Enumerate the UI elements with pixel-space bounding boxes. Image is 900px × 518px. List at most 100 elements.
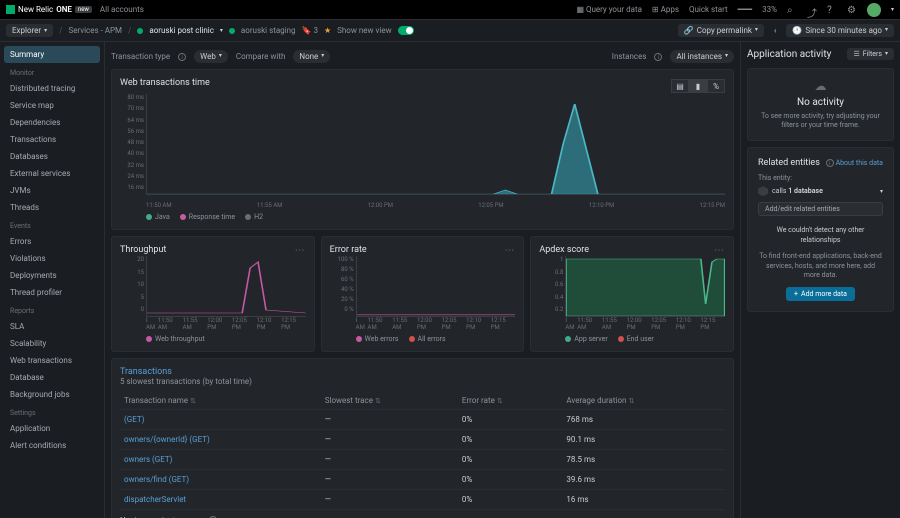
logo[interactable]: New Relic ONE new — [6, 5, 92, 14]
explorer-button[interactable]: Explorer▾ — [6, 24, 53, 37]
expand-chevron-icon: ▾ — [880, 188, 883, 195]
apdex-chart: 10.80.60.40.2 I AM11:50 AM11:55 AM12:00 … — [539, 256, 725, 331]
sidebar-item-dependencies[interactable]: Dependencies — [0, 114, 104, 131]
col-duration[interactable]: Average duration⇅ — [562, 392, 725, 410]
tx-type-select[interactable]: Web▾ — [194, 50, 228, 63]
add-more-data-button[interactable]: + Add more data — [786, 287, 855, 301]
entity-row[interactable]: calls 1 database ▾ — [758, 186, 883, 196]
search-icon[interactable]: ⌕ — [787, 5, 797, 15]
throughput-menu-icon[interactable]: ⋯ — [295, 245, 306, 256]
table-row[interactable]: owners/{ownerId} (GET)—0%90.1 ms — [120, 430, 725, 450]
sidebar-item-threads[interactable]: Threads — [0, 199, 104, 216]
throughput-chart: 20151050 I AM11:50 AM11:55 AM12:00 PM12:… — [120, 256, 306, 331]
this-entity-label: This entity: — [758, 174, 883, 182]
sidebar-item-scalability[interactable]: Scalability — [0, 335, 104, 352]
view-bar-button[interactable]: ▮ — [689, 79, 707, 93]
apdex-title: Apdex score — [539, 245, 589, 256]
transactions-title[interactable]: Transactions — [120, 367, 725, 377]
error-rate-title: Error rate — [330, 245, 367, 256]
apdex-menu-icon[interactable]: ⋯ — [714, 245, 725, 256]
related-entities-title: Related entities — [758, 158, 820, 168]
mini-charts-row: Throughput⋯ 20151050 I AM11:50 AM11:55 A… — [111, 236, 734, 352]
col-trace[interactable]: Slowest trace⇅ — [321, 392, 458, 410]
avatar[interactable] — [867, 3, 881, 17]
sidebar-item-alert-conditions[interactable]: Alert conditions — [0, 437, 104, 454]
activity-title: Application activity — [747, 49, 831, 60]
sidebar-item-jvms[interactable]: JVMs — [0, 182, 104, 199]
breadcrumb-services[interactable]: Services - APM — [68, 26, 122, 35]
content: Transaction type i Web▾ Compare with Non… — [105, 42, 740, 518]
table-row[interactable]: owners (GET)—0%78.5 ms — [120, 450, 725, 470]
all-accounts-link[interactable]: All accounts — [100, 5, 144, 14]
sidebar-item-external-services[interactable]: External services — [0, 165, 104, 182]
no-activity-text: To see more activity, try adjusting your… — [758, 112, 883, 130]
compare-select[interactable]: None▾ — [293, 50, 330, 63]
sidebar-item-service-map[interactable]: Service map — [0, 97, 104, 114]
sidebar-item-databases[interactable]: Databases — [0, 148, 104, 165]
view-pct-button[interactable]: % — [707, 79, 725, 93]
share-icon[interactable]: ⤴ — [807, 5, 817, 15]
error-rate-menu-icon[interactable]: ⋯ — [504, 245, 515, 256]
breadcrumb-chevron[interactable]: ▾ — [220, 27, 223, 34]
sidebar-item-violations[interactable]: Violations — [0, 250, 104, 267]
sidebar-header-events: Events — [0, 216, 104, 233]
sidebar-header-settings: Settings — [0, 403, 104, 420]
copy-permalink-button[interactable]: 🔗 Copy permalink ▾ — [678, 24, 764, 37]
sidebar-header-monitor: Monitor — [0, 63, 104, 80]
compare-label: Compare with — [236, 52, 285, 61]
sidebar-item-deployments[interactable]: Deployments — [0, 267, 104, 284]
sidebar-item-sla[interactable]: SLA — [0, 318, 104, 335]
related-entities-card: Related entities i About this data This … — [747, 147, 894, 312]
sidebar-item-database[interactable]: Database — [0, 369, 104, 386]
sidebar-header-reports: Reports — [0, 301, 104, 318]
about-data-link[interactable]: i About this data — [826, 159, 883, 167]
entity-tag-icon[interactable]: 🔖 3 — [302, 26, 318, 35]
apdex-card: Apdex score ⋯ 10.80.60.40.2 I AM11:50 AM1… — [530, 236, 734, 352]
no-relationships-text: To find front-end applications, back-end… — [758, 252, 883, 281]
apps-link[interactable]: ⊞ Apps — [652, 5, 679, 14]
col-error-rate[interactable]: Error rate⇅ — [458, 392, 562, 410]
sidebar-item-background-jobs[interactable]: Background jobs — [0, 386, 104, 403]
time-range-button[interactable]: 🕐 Since 30 minutes ago ▾ — [786, 24, 894, 37]
right-panel: Application activity ☰ Filters ▾ ☁ No ac… — [740, 42, 900, 518]
tx-type-label: Transaction type — [111, 52, 170, 61]
sidebar-item-web-transactions[interactable]: Web transactions — [0, 352, 104, 369]
prev-button[interactable]: ‹ — [770, 26, 780, 35]
sidebar-item-thread-profiler[interactable]: Thread profiler — [0, 284, 104, 301]
star-icon[interactable]: ★ — [324, 26, 331, 35]
error-rate-chart: 100 %80 %60 %40 %20 %0 % I AM11:50 AM11:… — [330, 256, 516, 331]
help-icon[interactable]: ? — [827, 5, 837, 15]
transactions-subtitle: 5 slowest transactions (by total time) — [120, 377, 725, 386]
topbar: New Relic ONE new All accounts ▦ Query y… — [0, 0, 900, 20]
hexagon-icon — [758, 186, 768, 196]
instances-select[interactable]: All instances▾ — [670, 50, 734, 63]
table-row[interactable]: (GET)—0%768 ms — [120, 410, 725, 430]
add-edit-entities-button[interactable]: Add/edit related entities — [758, 202, 883, 216]
col-name[interactable]: Transaction name⇅ — [120, 392, 321, 410]
show-new-view-label: Show new view — [337, 26, 391, 35]
instances-info-icon[interactable]: i — [654, 53, 662, 61]
sidebar-item-errors[interactable]: Errors — [0, 233, 104, 250]
filters-button[interactable]: ☰ Filters ▾ — [847, 48, 894, 60]
table-row[interactable]: owners/find (GET)—0%39.6 ms — [120, 470, 725, 490]
transactions-card: Transactions 5 slowest transactions (by … — [111, 358, 734, 518]
main-chart: 80 ms70 ms64 ms56 ms48 ms40 ms32 ms24 ms… — [120, 94, 725, 209]
sidebar-item-application[interactable]: Application — [0, 420, 104, 437]
settings-icon[interactable]: ⚙ — [847, 5, 857, 15]
query-data-link[interactable]: ▦ Query your data — [576, 5, 641, 14]
quick-start-link[interactable]: Quick start — [689, 5, 728, 14]
transactions-table: Transaction name⇅ Slowest trace⇅ Error r… — [120, 392, 725, 510]
view-stacked-button[interactable]: ▤ — [671, 79, 689, 93]
breadcrumb-current[interactable]: aoruski post clinic — [149, 26, 214, 35]
main-chart-title: Web transactions time — [120, 78, 210, 88]
sidebar-item-transactions[interactable]: Transactions — [0, 131, 104, 148]
info-icon[interactable]: i — [178, 53, 186, 61]
user-menu-chevron[interactable]: ▾ — [891, 6, 894, 13]
error-rate-card: Error rate ⋯ 100 %80 %60 %40 %20 %0 % I A… — [321, 236, 525, 352]
sidebar-item-distributed-tracing[interactable]: Distributed tracing — [0, 80, 104, 97]
table-row[interactable]: dispatcherServlet—0%16 ms — [120, 490, 725, 510]
sidebar-item-summary[interactable]: Summary — [4, 46, 100, 63]
show-view-toggle[interactable] — [398, 26, 414, 35]
nr-logo-icon — [6, 5, 15, 14]
main-chart-card: Web transactions time ▤ ▮ % 80 ms70 ms64… — [111, 69, 734, 230]
